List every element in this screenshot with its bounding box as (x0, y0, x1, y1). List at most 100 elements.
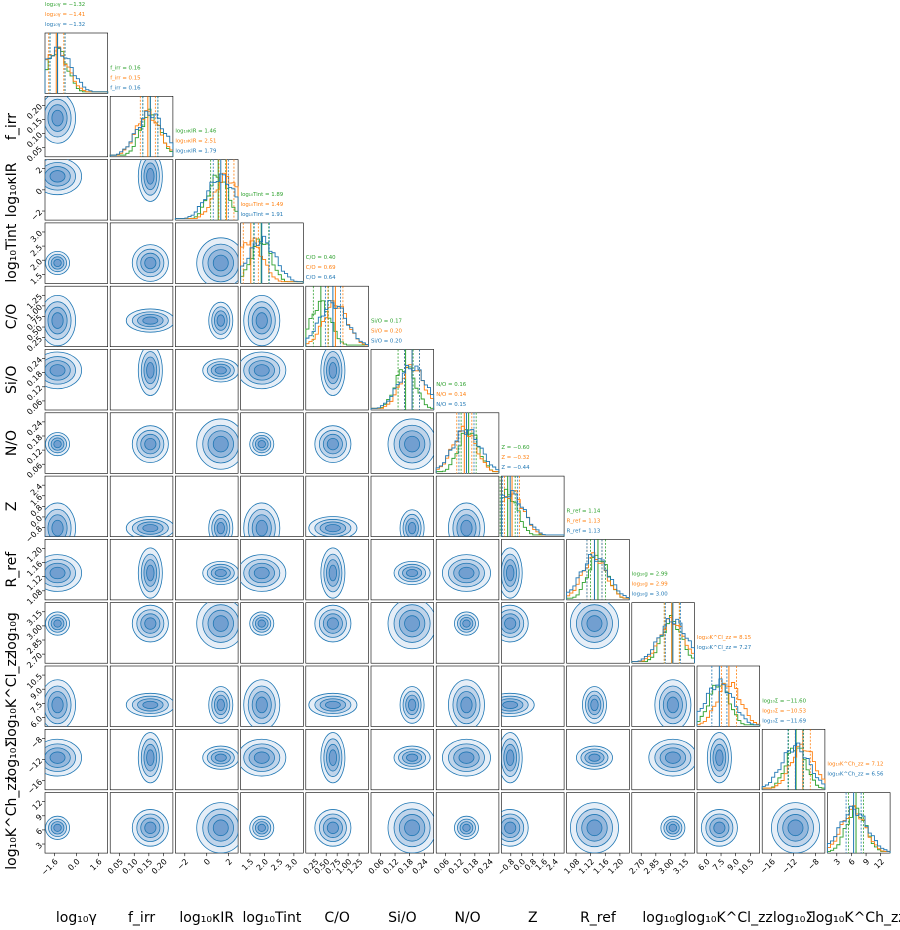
panel-sig-co (305, 728, 369, 791)
xtick-no-0: 0.06 (432, 857, 451, 876)
annotation-no-1: N/O = 0.14 (436, 392, 467, 398)
density-contour (45, 747, 71, 768)
ytick-rref-0: 1.08 (25, 588, 44, 607)
annotation-no-2: N/O = 0.15 (436, 402, 466, 408)
density-contour (253, 751, 270, 764)
density-contour (50, 616, 65, 631)
density-contour (137, 698, 164, 712)
density-contour (402, 513, 422, 537)
density-contour (214, 568, 227, 578)
density-contour (45, 562, 71, 584)
density-contour (458, 566, 475, 580)
density-contour (240, 738, 287, 777)
panel-kcl-rref (566, 665, 630, 727)
annotation-logk-1: log₁₀κIR = 2.51 (175, 139, 216, 145)
density-contour (257, 440, 266, 449)
density-contour (243, 294, 281, 347)
hist-orange-kcl (696, 682, 761, 727)
annotation-z-0: Z = −0.60 (501, 445, 530, 451)
xtick-firr-3: 0.20 (150, 857, 169, 876)
density-contour (448, 502, 485, 537)
density-contour (584, 751, 605, 765)
density-contour (45, 432, 70, 457)
xtick-sio-1: 0.12 (381, 857, 400, 876)
xtick-kch-2: 9 (861, 857, 871, 867)
density-contour (53, 619, 62, 628)
panel-kcl-logt (240, 665, 304, 727)
panel-rref-firr (109, 539, 174, 601)
density-contour (459, 821, 474, 835)
xlabel-sio: Si/O (388, 910, 417, 926)
density-contour (140, 252, 161, 274)
density-contour (706, 732, 732, 784)
diag-panel-logk: log₁₀κIR = 1.46 log₁₀κIR = 2.51 log₁₀κIR =… (174, 129, 239, 221)
density-contour (398, 609, 426, 638)
hist-orange-logk (174, 172, 239, 221)
panel-sig-kcl (696, 728, 761, 791)
annotation-logg-1: log₁₀g = 2.99 (632, 582, 668, 588)
panel-z-logy (44, 475, 109, 537)
density-contour (782, 814, 809, 842)
xlabel-rref: R_ref (580, 910, 617, 926)
panel-kcl-logg (631, 665, 695, 727)
density-contour (50, 256, 65, 270)
density-contour (700, 809, 738, 847)
density-contour (146, 564, 155, 582)
density-contour (586, 615, 603, 632)
density-contour (202, 560, 239, 586)
panel-logk-logy (44, 159, 109, 221)
density-contour (581, 814, 608, 842)
density-contour (214, 753, 227, 762)
density-contour (140, 817, 161, 838)
density-contour (47, 306, 68, 335)
density-contour (404, 615, 421, 632)
annotation-logt-1: log₁₀Tint = 1.49 (241, 202, 284, 208)
annotation-sio-0: Si/O = 0.17 (371, 319, 402, 325)
density-contour (581, 609, 608, 638)
panel-kcl-no (435, 665, 500, 727)
ytick-kcl-0: 6.0 (29, 714, 44, 729)
density-contour (251, 691, 272, 719)
density-contour (501, 613, 521, 634)
panel-kch-logt (240, 792, 304, 854)
ytick-logk-1: 0 (34, 187, 44, 197)
density-contour (45, 356, 76, 385)
density-contour (213, 310, 228, 331)
density-contour (257, 823, 266, 832)
density-contour (47, 104, 68, 132)
panel-logg-no (435, 602, 500, 664)
diag-panel-firr: f_irr = 0.16 f_irr = 0.15 f_irr = 0.16 (109, 65, 174, 158)
density-contour (326, 559, 340, 587)
xtick-kch-0: 3 (832, 857, 842, 867)
density-contour (402, 566, 423, 580)
panel-kcl-z (501, 665, 565, 727)
panel-z-sio (370, 475, 435, 537)
xtick-logk-0: −2 (175, 857, 190, 872)
panel-logt-logy (44, 222, 109, 284)
annotation-kch-0: log₁₀K^Ch_zz = 7.12 (827, 762, 883, 768)
density-contour (49, 751, 66, 764)
panel-kcl-logy (44, 665, 109, 727)
density-contour (255, 519, 268, 537)
annotation-logg-2: log₁₀g = 3.00 (632, 592, 668, 598)
density-contour (50, 437, 65, 451)
density-contour (462, 619, 471, 628)
density-contour (140, 433, 161, 455)
annotation-co-0: C/O = 0.40 (306, 255, 336, 261)
panel-kch-firr (109, 792, 174, 854)
xlabel-firr: f_irr (128, 910, 155, 926)
ytick-kch-1: 6 (34, 827, 44, 837)
density-contour (146, 749, 155, 766)
panel-sig-rref (566, 728, 630, 791)
ylabel-logg: log₁₀g (4, 612, 20, 653)
density-contour (208, 686, 234, 724)
annotation-co-1: C/O = 0.69 (306, 265, 336, 271)
ylabel-z: Z (4, 502, 20, 512)
density-contour (144, 256, 157, 270)
diag-panel-no: N/O = 0.16 N/O = 0.14 N/O = 0.15 (435, 382, 500, 474)
xlabel-logy: log₁₀γ (56, 910, 97, 926)
density-contour (247, 508, 276, 537)
panel-sio-logy (44, 349, 109, 411)
annotation-sio-2: Si/O = 0.20 (371, 339, 402, 345)
panel-z-logt (240, 475, 304, 537)
